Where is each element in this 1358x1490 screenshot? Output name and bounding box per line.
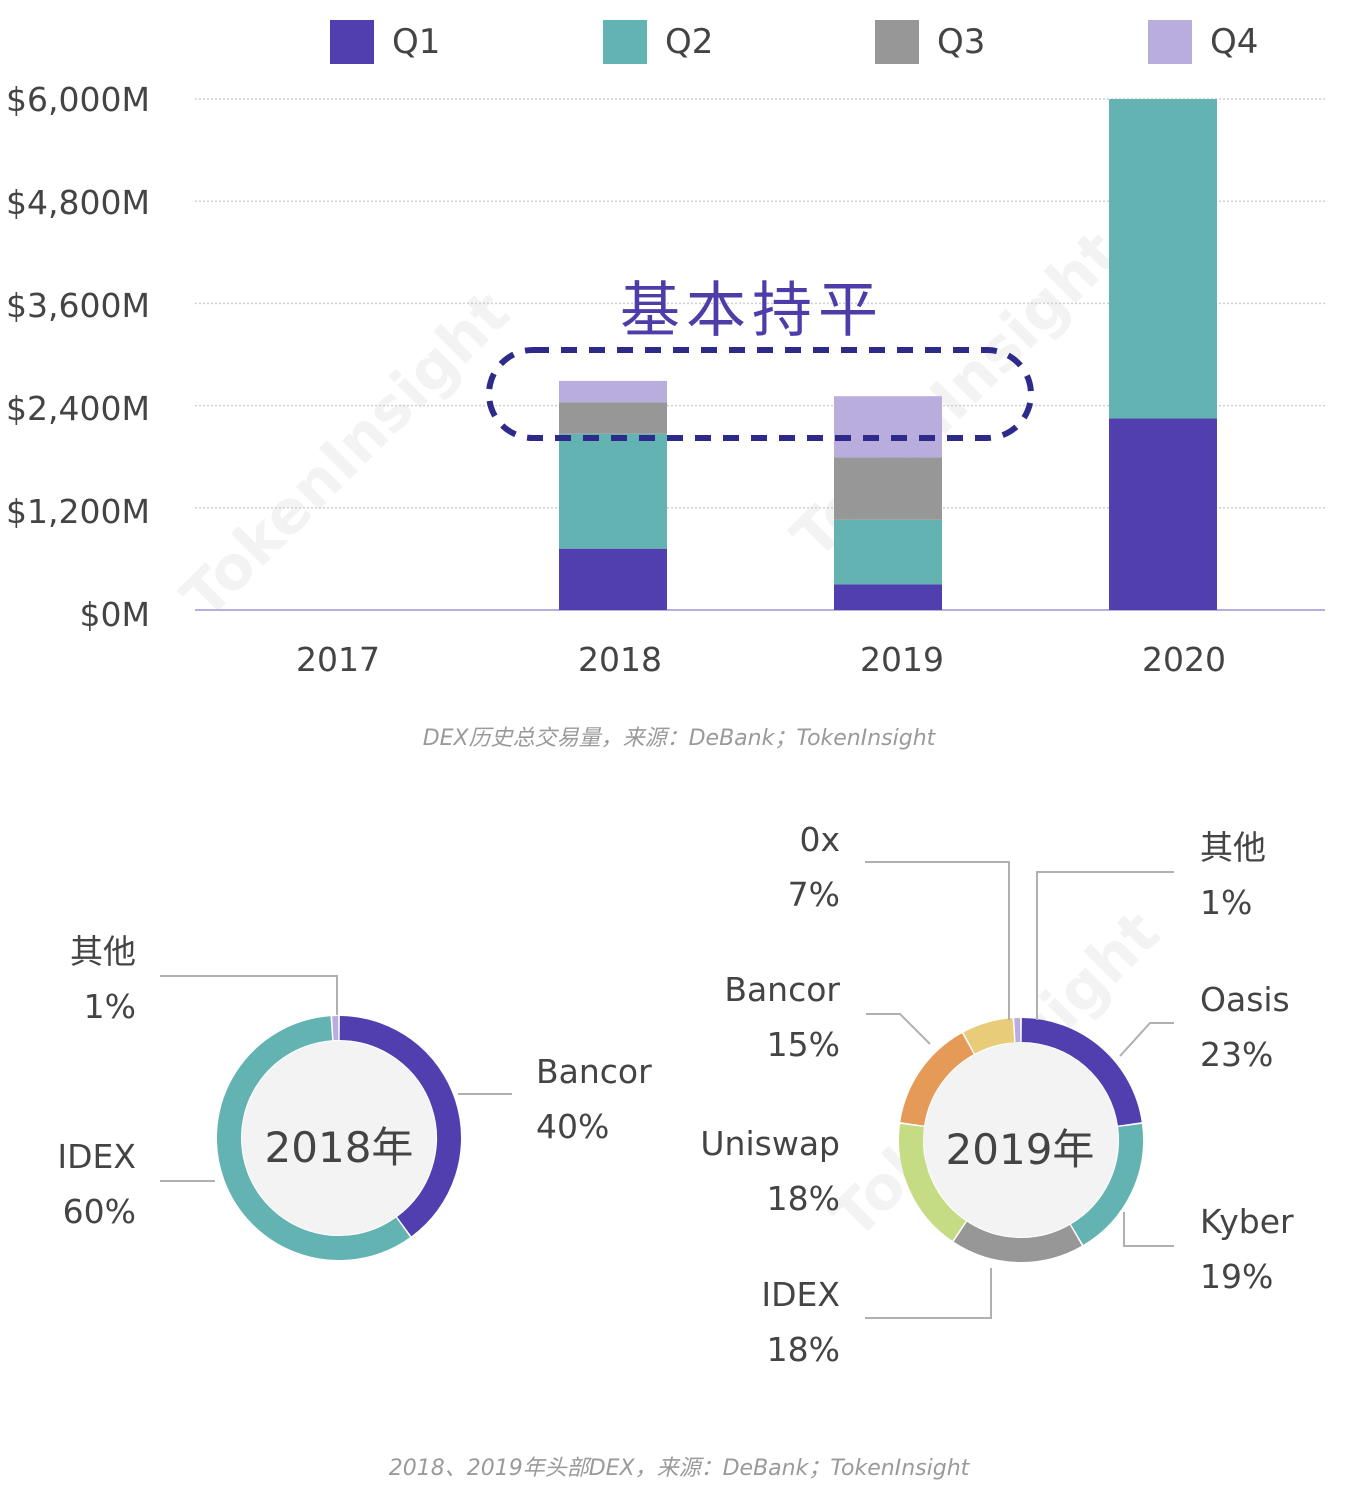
legend-swatch [603,20,647,64]
y-tick-label: $0M [79,595,150,634]
slice-percent: 40% [536,1107,610,1146]
bar-2018-q3 [559,402,667,434]
slice-name: Bancor [724,970,840,1009]
bar-marks [559,99,1217,610]
slice-name: Uniswap [700,1124,840,1163]
slice-percent: 1% [83,987,136,1026]
y-tick-label: $1,200M [6,492,150,531]
donut-charts [160,861,1174,1319]
slice-name: IDEX [761,1275,840,1314]
bar-2018-q1 [559,548,667,610]
legend-label: Q2 [665,22,714,62]
pie-label-2019-bancor: Bancor 15% [690,962,840,1072]
donut-2018 [217,1016,461,1260]
donut-slice-bancor [900,1033,974,1127]
slice-percent: 60% [62,1192,136,1231]
leader-lines [160,861,1174,1319]
bar-2020-q1 [1109,418,1217,610]
bar-2020-q2 [1109,99,1217,419]
slice-name: 其他 [70,932,136,971]
bar-chart [195,98,1325,611]
donut-center-disc [924,1043,1118,1237]
slice-percent: 18% [766,1179,840,1218]
pie-label-2018-idex: IDEX 60% [36,1129,136,1239]
y-tick-label: $4,800M [6,183,150,222]
donut-center-disc [242,1041,436,1235]
donut-2019 [899,1018,1143,1262]
x-tick-label: 2020 [1142,640,1226,679]
bar-2018-q2 [559,433,667,549]
bar-2019-q1 [834,584,942,610]
pie-label-2019-idex: IDEX 18% [690,1267,840,1377]
slice-name: 其他 [1200,828,1266,867]
donut-slice-0x [963,1018,1015,1054]
leader-line-2019-oasis [1119,1022,1174,1057]
slice-percent: 1% [1200,883,1253,922]
donut-slice-idex [953,1221,1082,1262]
slice-percent: 18% [766,1330,840,1369]
donut-center-label-2018: 2018年 [264,1123,414,1172]
pie-label-2019-kyber: Kyber 19% [1200,1194,1294,1304]
leader-line-2018-other [160,975,338,1015]
x-tick-label: 2018 [578,640,662,679]
slice-name: Oasis [1200,980,1290,1019]
bar-2019-q2 [834,519,942,585]
plateau-annotation: 基本持平 [620,276,884,346]
leader-line-2019-0x [865,861,1010,1020]
legend-swatch [1148,20,1192,64]
donut-slice-idex [217,1016,411,1260]
legend-label: Q4 [1210,22,1259,62]
slice-name: 0x [799,820,840,859]
x-tick-label: 2017 [296,640,380,679]
slice-percent: 19% [1200,1257,1274,1296]
slice-percent: 15% [766,1025,840,1064]
plateau-highlight-ellipse [486,347,1034,441]
bar-2019-q3 [834,457,942,520]
leader-line-2019-idex [865,1268,992,1319]
donut-slice-uniswap [899,1123,967,1241]
x-tick-label: 2019 [860,640,944,679]
donut-slice-oasis [1021,1018,1142,1126]
slice-name: IDEX [57,1137,136,1176]
bar-2019-q4 [834,396,942,458]
bar-chart-caption: DEX历史总交易量，来源：DeBank；TokenInsight [422,726,936,751]
pie-label-2019-oasis: Oasis 23% [1200,972,1290,1082]
y-tick-label: $2,400M [6,389,150,428]
legend-swatch [330,20,374,64]
pie-chart-caption: 2018、2019年头部DEX，来源：DeBank；TokenInsight [388,1456,970,1481]
pie-label-2018-bancor: Bancor 40% [536,1044,652,1154]
leader-line-2019-kyber [1123,1212,1174,1247]
y-tick-label: $6,000M [6,80,150,119]
slice-percent: 7% [787,875,840,914]
pie-label-2018-other: 其他 1% [36,924,136,1034]
bar-2018-q4 [559,380,667,403]
legend-label: Q1 [392,22,441,62]
leader-line-2019-other [1036,871,1174,1020]
legend-label: Q3 [937,22,986,62]
donut-slice-bancor [339,1016,461,1237]
pie-label-2019-0x: 0x 7% [690,812,840,922]
pie-label-2019-other: 其他 1% [1200,820,1266,930]
slice-name: Bancor [536,1052,652,1091]
leader-line-2019-bancor [866,1013,931,1045]
slice-percent: 23% [1200,1035,1274,1074]
donut-slice-kyber [1070,1123,1143,1245]
slice-name: Kyber [1200,1202,1294,1241]
legend-swatch [875,20,919,64]
donut-center-label-2019: 2019年 [945,1125,1095,1174]
pie-label-2019-uniswap: Uniswap 18% [660,1116,840,1226]
y-tick-label: $3,600M [6,286,150,325]
